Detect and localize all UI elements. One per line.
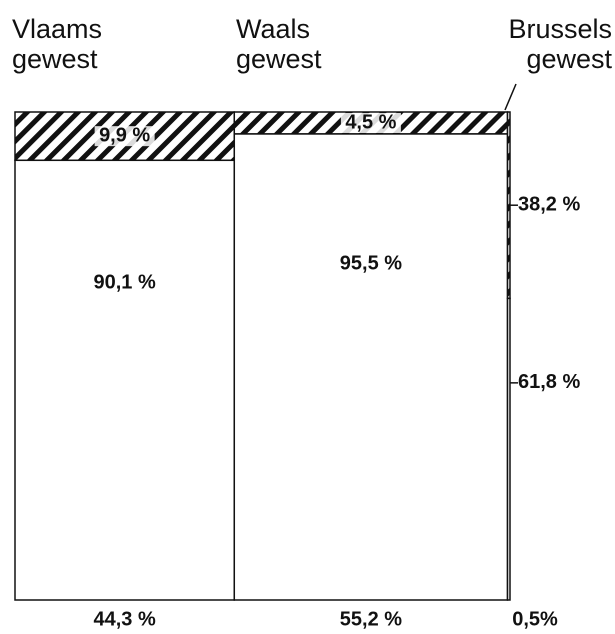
category-label: Waals gewest: [236, 14, 322, 74]
width-label: 0,5%: [512, 608, 558, 630]
segment: [233, 133, 509, 601]
segment: [506, 297, 511, 601]
category-label: Vlaams gewest: [12, 14, 103, 74]
value-label: 61,8 %: [518, 371, 580, 393]
width-label: 44,3 %: [94, 608, 156, 630]
width-label: 55,2 %: [340, 608, 402, 630]
category-label: Brussels gewest: [508, 14, 612, 74]
segment: [506, 111, 511, 300]
value-label: 95,5 %: [340, 253, 402, 275]
label-back: [340, 112, 401, 133]
leader-line: [504, 83, 517, 111]
value-label: 9,9 %: [99, 124, 150, 146]
value-label: 4,5 %: [345, 111, 396, 133]
segment: [14, 159, 236, 601]
value-label: 90,1 %: [94, 272, 156, 294]
value-label: 38,2 %: [518, 193, 580, 215]
label-back: [94, 126, 155, 147]
